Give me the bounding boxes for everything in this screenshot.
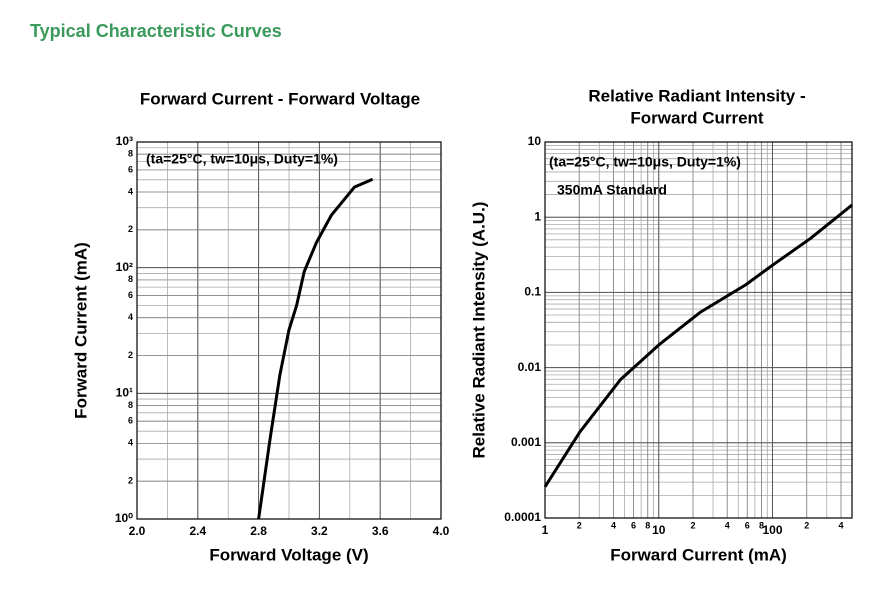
y-tick-label: 10² <box>116 260 133 274</box>
y-tick-label: 0.0001 <box>504 510 541 524</box>
x-tick-label: 4 <box>838 520 843 530</box>
x-tick-label: 100 <box>762 523 782 537</box>
y-tick-label: 4 <box>128 438 133 448</box>
chart-title: Relative Radiant Intensity - <box>588 86 805 105</box>
y-axis-label: Relative Radiant Intensity (A.U.) <box>469 202 488 459</box>
y-tick-label: 8 <box>128 149 133 159</box>
x-tick-label: 10 <box>652 523 666 537</box>
x-tick-label: 2 <box>804 520 809 530</box>
x-tick-label: 3.6 <box>372 524 389 538</box>
x-tick-label: 1 <box>542 523 549 537</box>
x-tick-label: 6 <box>631 520 636 530</box>
plot-frame <box>136 141 442 520</box>
data-line <box>257 177 374 520</box>
y-tick-label: 10¹ <box>116 386 133 400</box>
y-tick-label: 6 <box>128 164 133 174</box>
x-tick-label: 6 <box>745 520 750 530</box>
x-tick-label: 2.4 <box>189 524 206 538</box>
y-tick-label: 2 <box>128 224 133 234</box>
x-tick-label: 2 <box>577 520 582 530</box>
x-tick-label: 8 <box>645 520 650 530</box>
y-tick-label: 6 <box>128 290 133 300</box>
y-tick-label: 2 <box>128 476 133 486</box>
y-tick-label: 0.1 <box>524 285 541 299</box>
y-tick-label: 6 <box>128 416 133 426</box>
x-tick-label: 8 <box>759 520 764 530</box>
x-tick-label: 3.2 <box>311 524 328 538</box>
x-tick-label: 4.0 <box>433 524 450 538</box>
plot-frame <box>544 141 853 519</box>
x-tick-label: 2.8 <box>250 524 267 538</box>
y-tick-label: 8 <box>128 400 133 410</box>
y-tick-label: 0.01 <box>518 360 542 374</box>
chart-title: Forward Current <box>630 108 764 127</box>
x-axis-label: Forward Voltage (V) <box>209 545 368 564</box>
y-tick-label: 2 <box>128 350 133 360</box>
y-tick-label: 10 <box>528 134 542 148</box>
x-axis-label: Forward Current (mA) <box>610 545 787 564</box>
annotation: (ta=25°C, tw=10μs, Duty=1%) <box>146 151 338 167</box>
y-tick-label: 8 <box>128 274 133 284</box>
annotation: 350mA Standard <box>557 182 667 198</box>
y-tick-label: 1 <box>534 209 541 223</box>
page-heading: Typical Characteristic Curves <box>30 21 282 41</box>
y-tick-label: 4 <box>128 186 133 196</box>
data-line <box>543 203 853 488</box>
y-tick-label: 0.001 <box>511 435 541 449</box>
y-tick-label: 10³ <box>116 134 133 148</box>
annotation: (ta=25°C, tw=10μs, Duty=1%) <box>549 154 741 170</box>
x-tick-label: 2.0 <box>129 524 146 538</box>
y-tick-label: 10⁰ <box>115 511 133 525</box>
chart-title: Forward Current - Forward Voltage <box>140 89 420 108</box>
x-tick-label: 4 <box>611 520 616 530</box>
x-tick-label: 2 <box>690 520 695 530</box>
y-tick-label: 4 <box>128 312 133 322</box>
x-tick-label: 4 <box>725 520 730 530</box>
y-axis-label: Forward Current (mA) <box>71 242 90 419</box>
